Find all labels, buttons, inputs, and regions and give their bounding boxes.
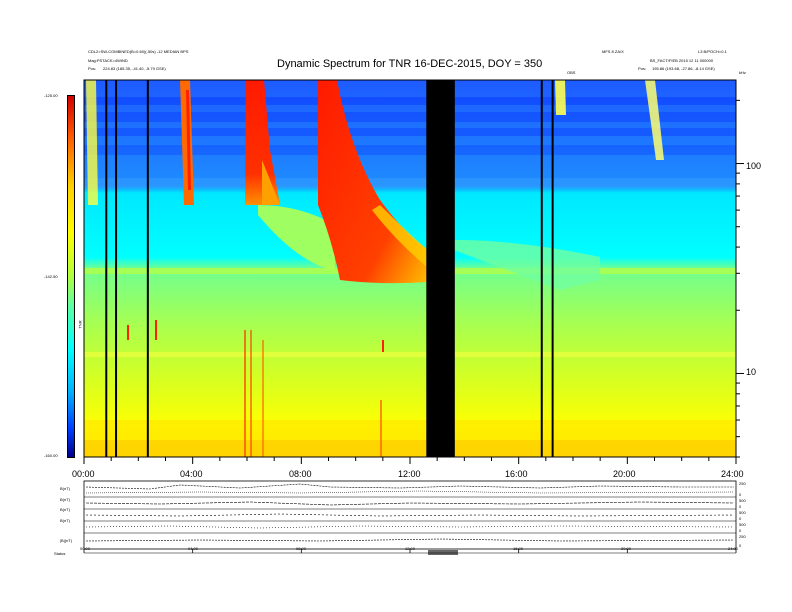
panel-right-value: 0 — [739, 543, 742, 548]
x-tick-label: 20:00 — [613, 469, 636, 479]
header-left-pos-value: 224.83 (185.35, -41.40, -5.79 GSE) — [103, 66, 166, 71]
panel-row-label: B(nT) — [60, 518, 70, 523]
x-tick-label: 04:00 — [180, 469, 203, 479]
panel-right-value: 500 — [739, 510, 746, 515]
y-corner-label: kHz — [739, 70, 746, 75]
panel-right-value: 250 — [739, 534, 746, 539]
header-right-pos-value: 195.86 (193.68, -27.86, -8.14 GSE) — [652, 66, 715, 71]
panel-right-value: 0 — [739, 492, 742, 497]
panel-x-tick: 16:00 — [513, 546, 524, 551]
colorbar-tick-top: -125.00 — [44, 93, 58, 98]
panel-status-label: Status — [54, 551, 66, 556]
colorbar-tick-bottom: -160.00 — [44, 453, 58, 458]
panel-row-label: B(nT) — [60, 507, 70, 512]
panel-x-tick: 00:00 — [80, 546, 91, 551]
header-right-line2: L3 B/POCH=0.1 — [698, 49, 727, 54]
panel-row-label: |B|(nT) — [60, 538, 73, 543]
x-tick-label: 16:00 — [505, 469, 528, 479]
x-axis — [83, 457, 737, 464]
data-gap — [426, 80, 455, 457]
panel-right-value: 0 — [739, 516, 742, 521]
header-right-line1: MFS 8 ZA/X — [602, 49, 624, 54]
vertical-markers — [105, 80, 554, 457]
y-tick-label-10: 10 — [746, 367, 757, 377]
x-tick-label: 12:00 — [398, 469, 421, 479]
panel-right-value: 250 — [739, 481, 746, 486]
x-tick-label: 24:00 — [721, 469, 744, 479]
panel-right-value: 500 — [739, 498, 746, 503]
annotation-obs: OBS — [567, 70, 576, 75]
panel-right-value: 500 — [739, 522, 746, 527]
panel-row-label: B(nT) — [60, 497, 70, 502]
x-tick-label: 00:00 — [72, 469, 95, 479]
header-right-pos-label: Pos: — [638, 66, 647, 71]
panel-row-label: B(nT) — [60, 486, 70, 491]
y-tick-label-100: 100 — [746, 161, 762, 171]
header-left-line1: CDL2>SW-COMBINED(B=0.60)(-50s) -12 MEDIA… — [88, 49, 189, 54]
chart-title: Dynamic Spectrum for TNR 16-DEC-2015, DO… — [277, 58, 543, 70]
panel-x-tick: 04:00 — [188, 546, 199, 551]
panel-x-tick: 08:00 — [296, 546, 307, 551]
panel-x-tick: 24:00 — [728, 546, 739, 551]
header-right-line4: BS_FACT/FIEB 2015 12 11 000000 — [650, 58, 714, 63]
panel-right-value: 0 — [739, 504, 742, 509]
panel-x-tick: 12:00 — [405, 546, 416, 551]
y-axis — [736, 99, 744, 458]
header-left-pos-label: Pos: — [88, 66, 97, 71]
panel-right-value: 0 — [739, 528, 742, 533]
x-tick-label: 08:00 — [289, 469, 312, 479]
panel-x-tick: 20:00 — [621, 546, 632, 551]
colorbar-tick-mid: -142.50 — [44, 274, 58, 279]
header-left-line2: Mag:PSTACK=4WIND — [88, 58, 128, 63]
colorbar — [67, 95, 75, 458]
